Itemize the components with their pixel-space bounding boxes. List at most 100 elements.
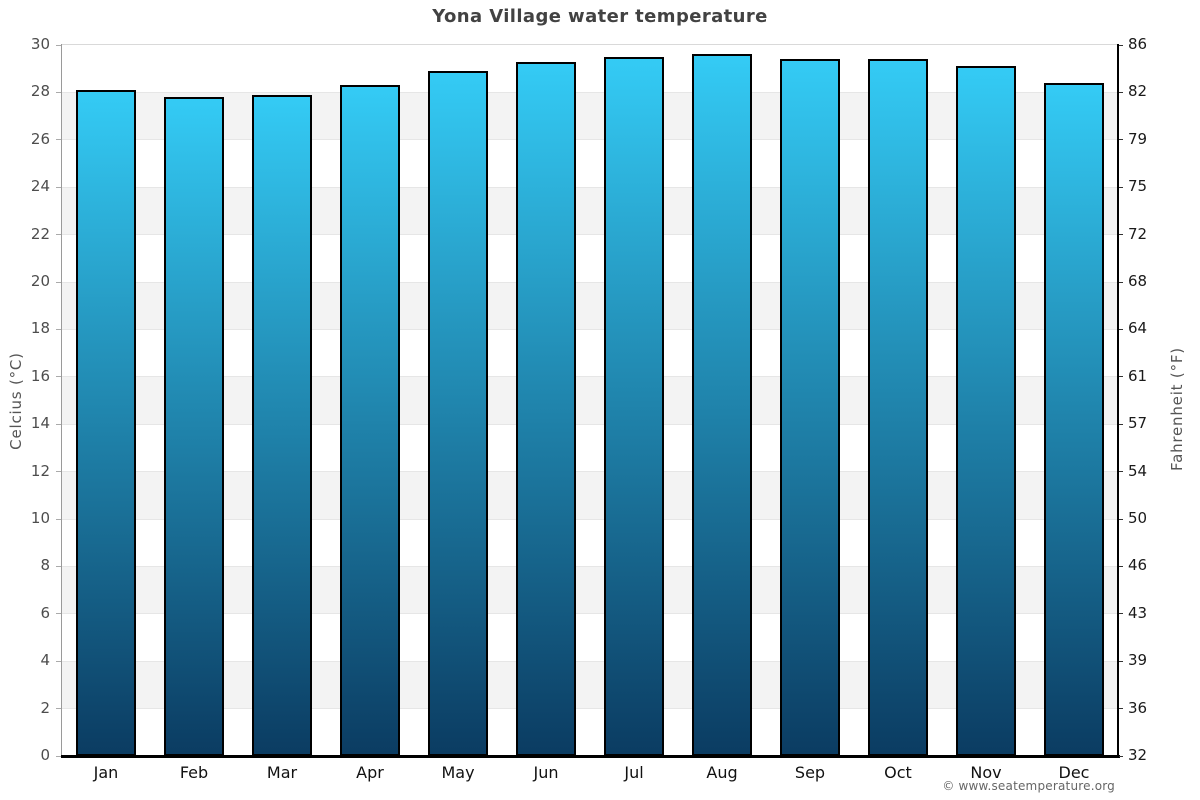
- y-tick-label-celsius: 28: [30, 82, 50, 101]
- bar-jun[interactable]: [516, 61, 576, 756]
- gridline: [62, 186, 1118, 188]
- x-axis-label-sep: Sep: [794, 763, 826, 782]
- y-tick-left: [56, 234, 61, 236]
- y-tick-label-fahrenheit: 68: [1128, 272, 1148, 290]
- x-axis-label-feb: Feb: [179, 763, 209, 782]
- plot-band: [62, 282, 1118, 330]
- y-tick-label-celsius: 16: [30, 366, 50, 385]
- x-axis-label-mar: Mar: [266, 763, 298, 782]
- y-tick-right: [1119, 423, 1123, 425]
- plot-band: [62, 661, 1118, 709]
- y-tick-right: [1119, 91, 1123, 93]
- y-tick-label-fahrenheit: 43: [1128, 603, 1148, 622]
- y-tick-left: [56, 518, 61, 520]
- bar-feb[interactable]: [164, 97, 224, 756]
- y-tick-right: [1119, 708, 1123, 710]
- y-tick-right: [1119, 565, 1123, 567]
- y-tick-left: [56, 708, 61, 710]
- y-tick-left: [56, 660, 61, 662]
- y-tick-label-fahrenheit: 75: [1128, 177, 1148, 196]
- y-tick-label-celsius: 6: [40, 603, 50, 622]
- y-tick-label-fahrenheit: 79: [1128, 129, 1148, 148]
- plot-band: [62, 187, 1118, 235]
- gridline: [62, 234, 1118, 236]
- y-tick-label-celsius: 12: [30, 461, 50, 480]
- y-tick-left: [56, 471, 61, 473]
- y-tick-right: [1119, 376, 1123, 378]
- y-tick-right: [1119, 139, 1123, 141]
- y-tick-right: [1119, 44, 1123, 46]
- x-axis-label-nov: Nov: [970, 763, 1002, 782]
- y-tick-label-fahrenheit: 57: [1128, 414, 1148, 433]
- y-tick-label-fahrenheit: 46: [1128, 556, 1148, 575]
- bar-apr[interactable]: [340, 85, 400, 756]
- x-axis-label-may: May: [441, 763, 475, 782]
- bar-may[interactable]: [428, 71, 488, 756]
- gridline: [62, 139, 1118, 141]
- y-tick-right: [1119, 234, 1123, 236]
- plot-band: [62, 566, 1118, 614]
- y-tick-left: [56, 565, 61, 567]
- y-tick-left: [56, 613, 61, 615]
- x-axis-label-jun: Jun: [533, 763, 559, 782]
- gridline: [62, 423, 1118, 425]
- y-tick-label-celsius: 14: [30, 414, 50, 433]
- y-tick-right: [1119, 755, 1123, 757]
- copyright-link[interactable]: © www.seatemperature.org: [942, 779, 1115, 793]
- x-axis-label-apr: Apr: [356, 763, 384, 782]
- y-tick-label-fahrenheit: 86: [1128, 35, 1148, 53]
- y-tick-label-celsius: 20: [30, 272, 50, 290]
- y-tick-label-fahrenheit: 61: [1128, 366, 1148, 385]
- bar-oct[interactable]: [868, 59, 928, 756]
- y-tick-label-celsius: 2: [40, 698, 50, 717]
- y-tick-label-fahrenheit: 54: [1128, 461, 1148, 480]
- y-tick-left: [56, 281, 61, 283]
- y-axis-line-right: [1117, 44, 1119, 757]
- plot-band: [62, 92, 1118, 140]
- y-tick-label-celsius: 24: [30, 177, 50, 196]
- gridline: [62, 471, 1118, 473]
- y-tick-label-celsius: 10: [30, 509, 50, 527]
- x-axis-label-jan: Jan: [93, 763, 119, 782]
- bar-sep[interactable]: [780, 59, 840, 756]
- bar-jan[interactable]: [76, 90, 136, 756]
- x-axis-line: [61, 755, 1120, 758]
- gridline: [62, 281, 1118, 283]
- y-tick-label-celsius: 26: [30, 129, 50, 148]
- y-tick-label-fahrenheit: 72: [1128, 224, 1148, 243]
- y-tick-right: [1119, 660, 1123, 662]
- bar-nov[interactable]: [956, 66, 1016, 756]
- y-tick-right: [1119, 328, 1123, 330]
- gridline: [62, 613, 1118, 615]
- y-tick-label-fahrenheit: 36: [1128, 698, 1148, 717]
- y-axis-title-fahrenheit: Fahrenheit (°F): [1168, 346, 1186, 471]
- y-tick-label-fahrenheit: 50: [1128, 509, 1148, 527]
- y-tick-label-fahrenheit: 39: [1128, 651, 1148, 670]
- x-axis-label-aug: Aug: [706, 763, 738, 782]
- chart-title: Yona Village water temperature: [432, 6, 768, 27]
- gridline: [62, 660, 1118, 662]
- gridline: [62, 565, 1118, 567]
- y-tick-label-celsius: 0: [40, 746, 50, 764]
- y-tick-label-celsius: 18: [30, 319, 50, 338]
- y-tick-label-fahrenheit: 64: [1128, 319, 1148, 338]
- x-axis-label-jul: Jul: [624, 763, 644, 782]
- y-tick-left: [56, 91, 61, 93]
- y-tick-right: [1119, 471, 1123, 473]
- y-tick-left: [56, 423, 61, 425]
- bar-aug[interactable]: [692, 54, 752, 756]
- y-tick-right: [1119, 518, 1123, 520]
- y-tick-left: [56, 328, 61, 330]
- x-axis-label-oct: Oct: [884, 763, 912, 782]
- y-tick-left: [56, 755, 61, 757]
- gridline: [62, 328, 1118, 330]
- bar-mar[interactable]: [252, 94, 312, 756]
- y-tick-label-fahrenheit: 82: [1128, 82, 1148, 101]
- y-axis-line-left: [61, 44, 62, 756]
- bar-dec[interactable]: [1044, 82, 1104, 756]
- plot-top-border: [62, 44, 1118, 45]
- gridline: [62, 376, 1118, 378]
- y-tick-right: [1119, 281, 1123, 283]
- bar-jul[interactable]: [604, 56, 664, 756]
